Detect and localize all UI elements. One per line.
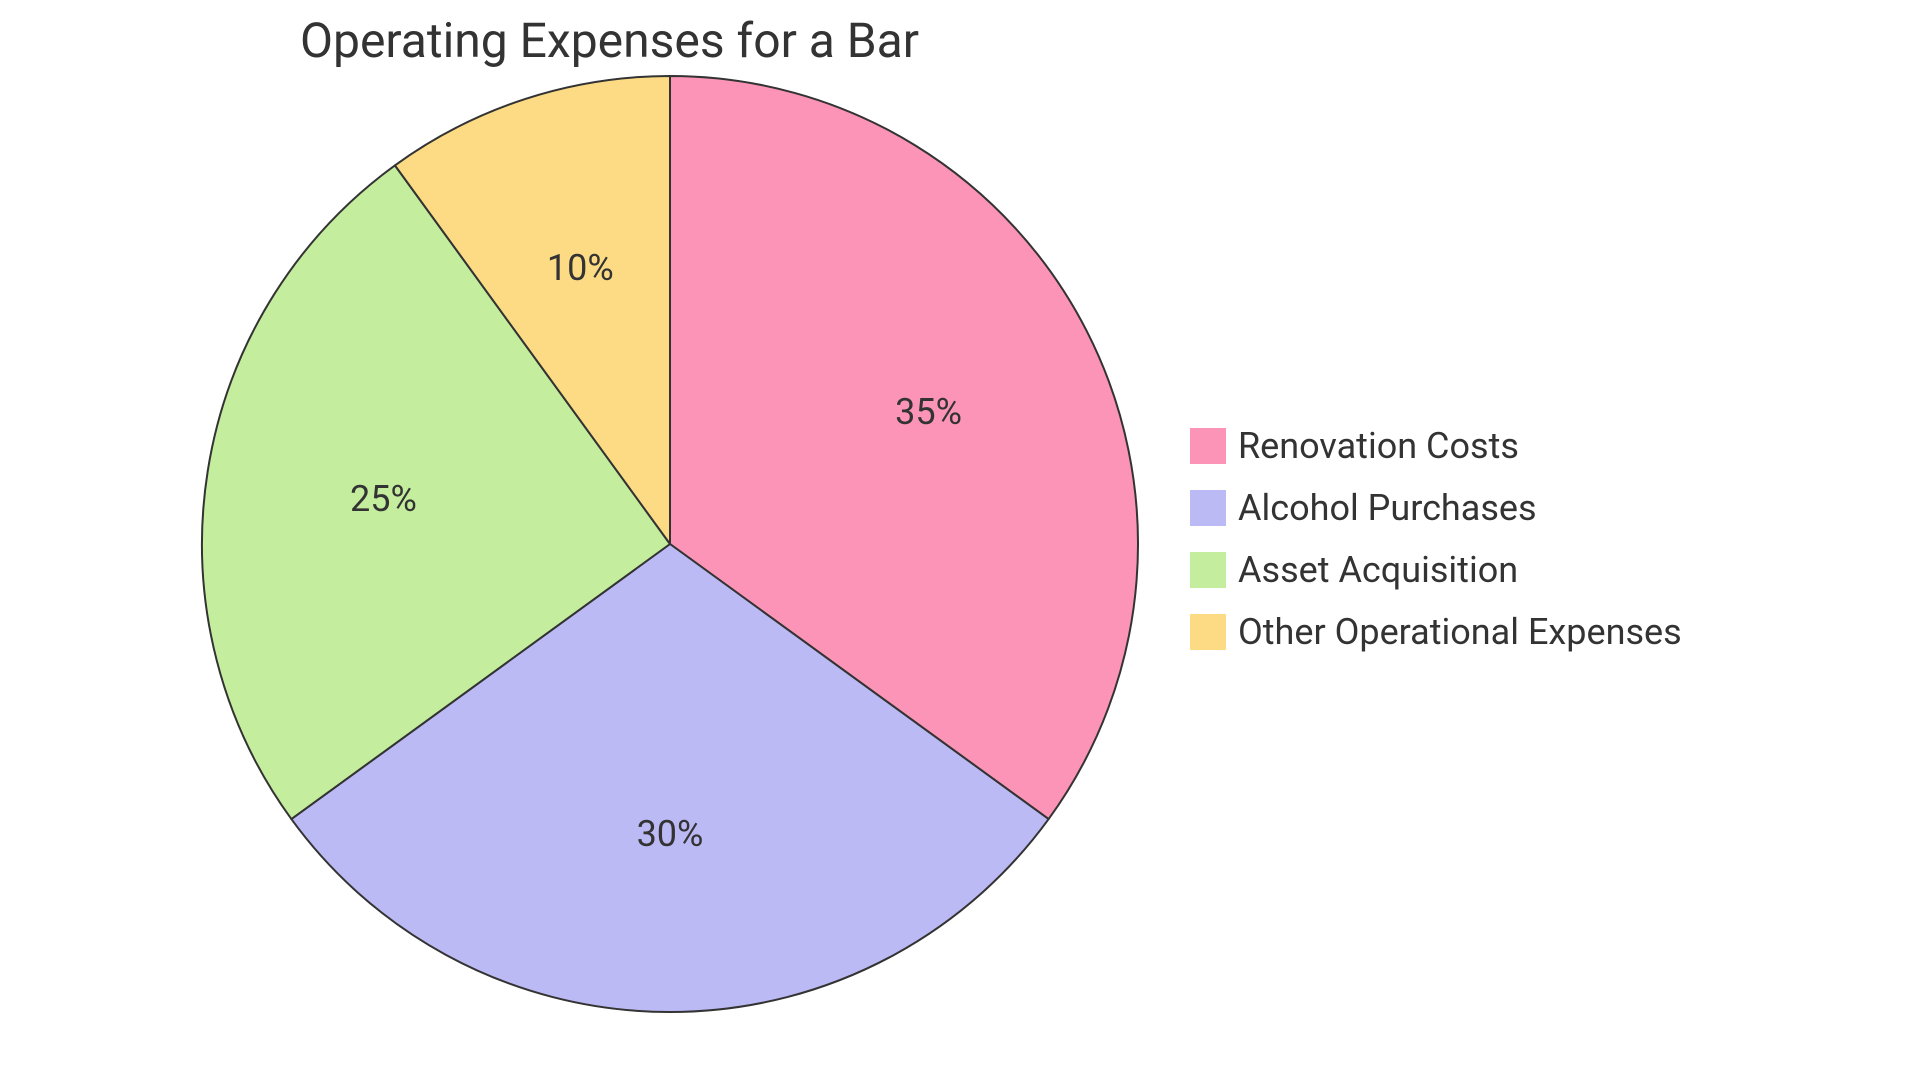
- slice-label: 25%: [350, 478, 417, 520]
- legend-item: Alcohol Purchases: [1190, 487, 1682, 529]
- legend-label: Asset Acquisition: [1238, 549, 1518, 591]
- chart-title: Operating Expenses for a Bar: [300, 12, 919, 69]
- legend-label: Alcohol Purchases: [1238, 487, 1537, 529]
- legend-swatch: [1190, 428, 1226, 464]
- slice-label: 35%: [895, 391, 962, 433]
- legend-swatch: [1190, 490, 1226, 526]
- pie-chart: [200, 74, 1140, 1014]
- legend-swatch: [1190, 614, 1226, 650]
- chart-container: Operating Expenses for a Bar Renovation …: [0, 0, 1920, 1080]
- slice-label: 10%: [547, 247, 614, 289]
- legend-label: Renovation Costs: [1238, 425, 1519, 467]
- legend: Renovation Costs Alcohol Purchases Asset A…: [1190, 425, 1682, 653]
- legend-swatch: [1190, 552, 1226, 588]
- legend-item: Asset Acquisition: [1190, 549, 1682, 591]
- legend-label: Other Operational Expenses: [1238, 611, 1682, 653]
- legend-item: Renovation Costs: [1190, 425, 1682, 467]
- legend-item: Other Operational Expenses: [1190, 611, 1682, 653]
- slice-label: 30%: [637, 813, 704, 855]
